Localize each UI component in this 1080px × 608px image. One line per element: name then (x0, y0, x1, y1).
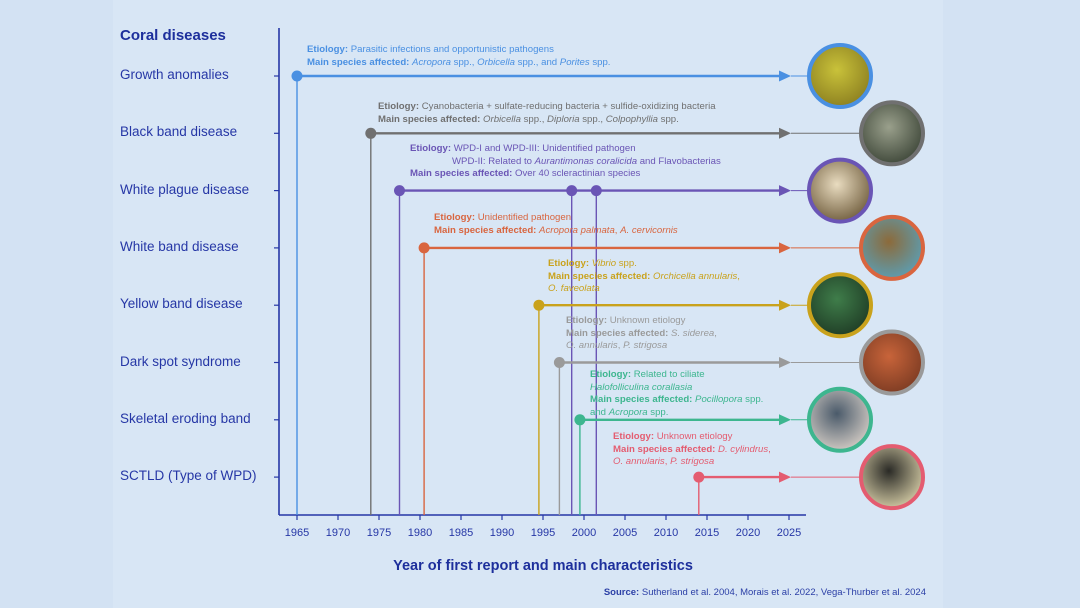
x-tick-label: 1980 (408, 527, 432, 539)
first-report-dot (566, 185, 578, 197)
x-tick-label: 1990 (490, 527, 514, 539)
x-tick-label: 2005 (613, 527, 637, 539)
coral-photo (859, 100, 925, 167)
disease-label: Black band disease (120, 124, 238, 140)
disease-info-block: Etiology: Related to ciliate Halofollicul… (590, 369, 764, 418)
x-tick-label: 1965 (285, 527, 309, 539)
source-label: Source: (603, 587, 640, 598)
x-axis-title: Year of first report and main characteri… (0, 558, 1080, 574)
x-tick-label: 2010 (654, 527, 678, 539)
coral-photo (807, 386, 873, 453)
arrow-head (779, 127, 791, 139)
first-report-dot (533, 299, 545, 311)
arrow-head (779, 185, 791, 197)
coral-photo (859, 444, 925, 511)
coral-photo (807, 43, 873, 109)
chart-title: Coral diseases (120, 27, 226, 44)
disease-info-block: Etiology: Unidentified pathogen Main spec… (434, 212, 678, 236)
arrow-head (779, 414, 791, 426)
x-tick-label: 2020 (736, 527, 760, 539)
arrow-head (779, 70, 791, 82)
disease-label: White band disease (120, 238, 239, 254)
first-report-dot (693, 471, 705, 483)
coral-photo (859, 214, 925, 281)
x-tick-label: 1985 (449, 527, 473, 539)
first-report-dot (291, 70, 303, 82)
disease-info-block: Etiology: WPD-I and WPD-III: Unidentifie… (410, 143, 721, 179)
disease-info-block: Etiology: Parasitic infections and oppor… (307, 44, 611, 68)
arrow-head (779, 357, 791, 368)
source-note: Source: Sutherland et al. 2004, Morais e… (604, 587, 926, 598)
first-report-dot (418, 242, 430, 254)
source-text: Sutherland et al. 2004, Morais et al. 20… (641, 587, 926, 598)
x-tick-label: 2025 (777, 527, 801, 539)
first-report-dot (553, 357, 565, 368)
disease-label: White plague disease (120, 181, 250, 197)
disease-label: SCTLD (Type of WPD) (120, 468, 257, 484)
arrow-head (779, 299, 791, 311)
disease-label: Yellow band disease (120, 296, 243, 312)
x-tick-label: 1975 (367, 527, 391, 539)
disease-label: Growth anomalies (120, 67, 229, 82)
arrow-head (779, 471, 791, 483)
first-report-dot (590, 185, 602, 197)
first-report-dot (394, 185, 405, 197)
coral-photo (859, 329, 925, 396)
x-tick-label: 1995 (531, 527, 555, 539)
x-tick-label: 1970 (326, 527, 350, 539)
x-tick-label: 2000 (572, 527, 596, 539)
disease-info-block: Etiology: Unknown etiology Main species a… (613, 431, 771, 467)
x-axis-title-text: Year of first report and main characteri… (393, 558, 693, 574)
coral-photo (807, 272, 873, 339)
disease-label: Skeletal eroding band (120, 410, 251, 426)
first-report-dot (365, 127, 377, 139)
disease-info-block: Etiology: Cyanobacteria + sulfate-reduci… (378, 101, 716, 125)
disease-info-block: Etiology: Unknown etiology Main species a… (566, 315, 717, 351)
disease-label: Dark spot syndrome (120, 353, 241, 369)
figure-panel (113, 0, 943, 608)
arrow-head (779, 242, 791, 254)
disease-info-block: Etiology: Vibrio spp. Main species affect… (548, 258, 740, 294)
first-report-dot (574, 414, 586, 426)
coral-photo (807, 157, 873, 224)
x-tick-label: 2015 (695, 527, 719, 539)
